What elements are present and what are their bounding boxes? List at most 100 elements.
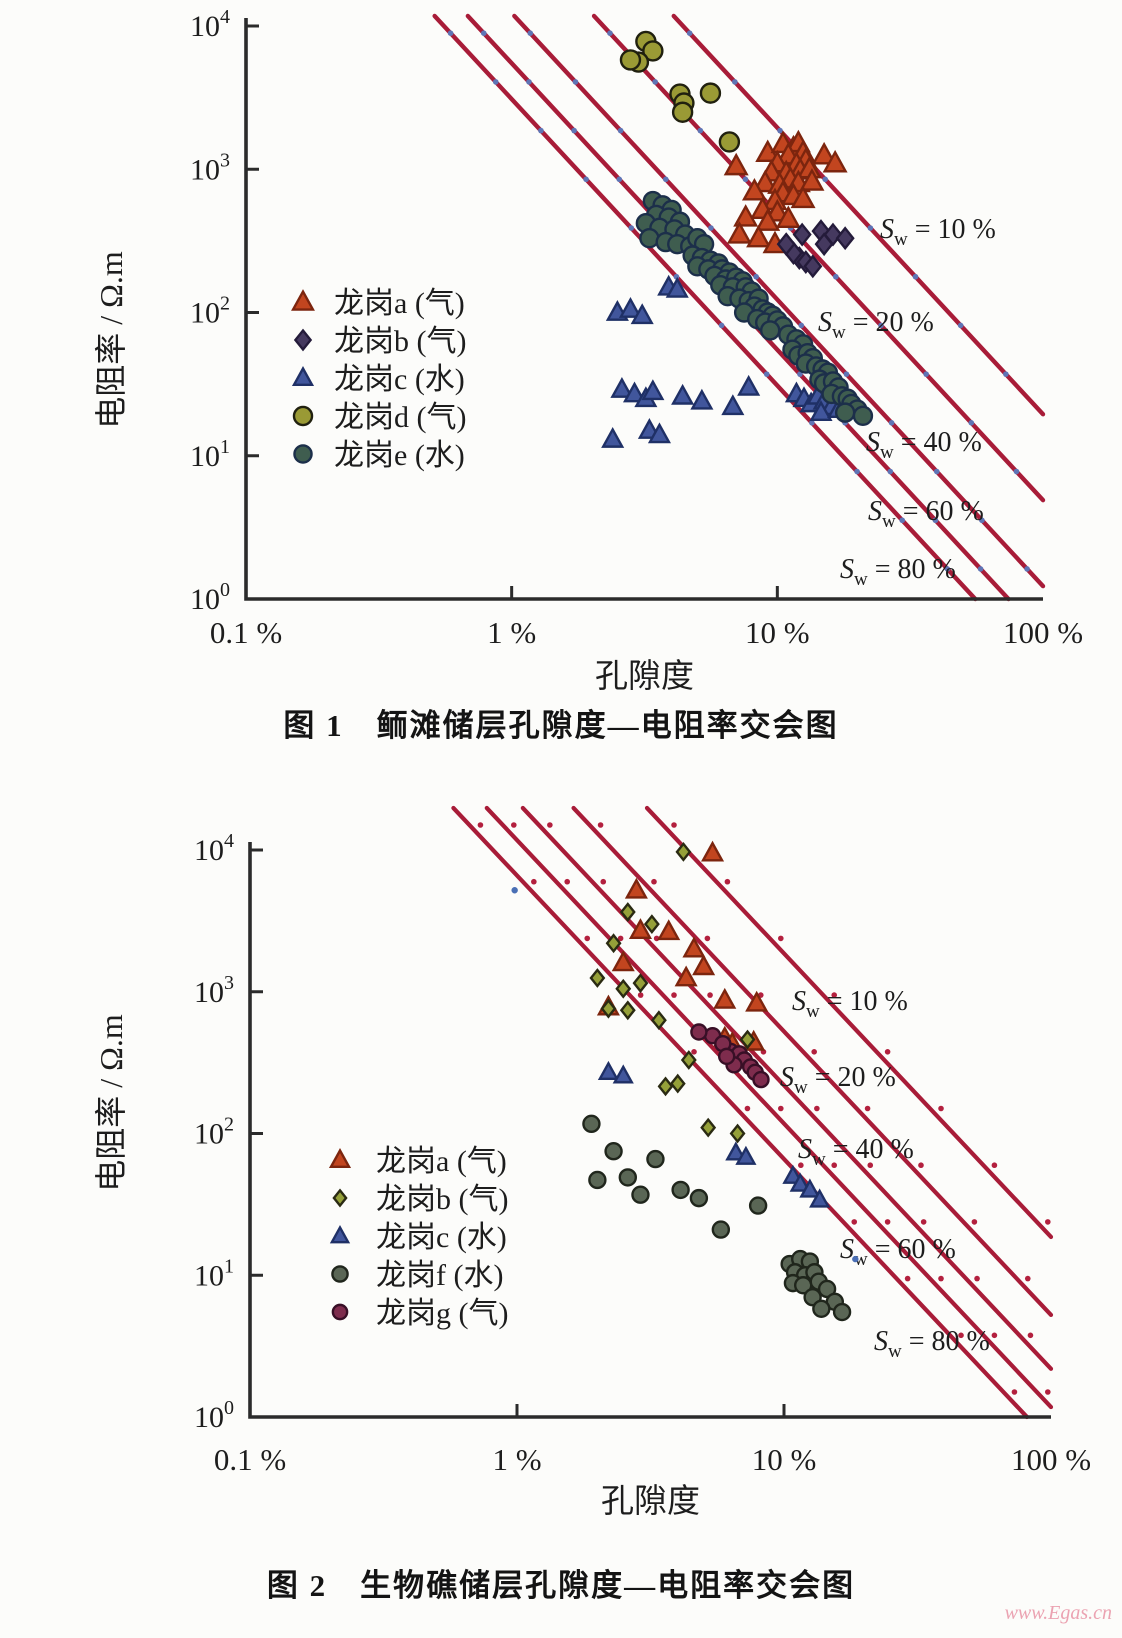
legend-label: 龙岗a (气) (334, 287, 465, 320)
data-point (799, 1178, 821, 1198)
legend-item-longgang-b: 龙岗b (气) (332, 1183, 508, 1216)
data-point (733, 204, 759, 227)
data-point (689, 1188, 709, 1208)
data-point (717, 1047, 736, 1066)
line-marker-dot (583, 176, 589, 183)
line-marker-dot (671, 992, 677, 998)
legend-item-longgang-e: 龙岗e (水) (293, 439, 465, 472)
line-marker-dot (531, 878, 537, 885)
data-point (604, 1142, 623, 1161)
line-marker-dot (798, 1162, 804, 1169)
figure-2-series-longgang-c (597, 1060, 831, 1208)
data-point (809, 1188, 831, 1208)
data-point (671, 101, 694, 123)
data-point (618, 296, 642, 318)
line-marker-dot (628, 225, 635, 231)
figure-1-series-longgang-b (776, 219, 855, 279)
line-marker-dot (923, 371, 929, 377)
figure-2-series-longgang-f (582, 1114, 852, 1322)
line-marker-dot (912, 273, 919, 280)
line-marker-dot (527, 30, 534, 36)
data-point (814, 232, 834, 257)
data-point (741, 177, 767, 201)
data-point (612, 1064, 634, 1084)
data-point (790, 185, 816, 209)
line-marker-dot (958, 1332, 964, 1339)
data-point (735, 1145, 757, 1165)
line-marker-dot (968, 420, 975, 426)
sw-label-40: Sw = 40 % (798, 1134, 914, 1170)
line-marker-dot (944, 566, 951, 572)
data-point (628, 918, 652, 940)
line-marker-dot (480, 30, 487, 36)
data-point (332, 1188, 348, 1208)
figure-2-y-axis-title: 电阻率 / Ω.m (93, 1014, 129, 1192)
data-point (674, 965, 698, 987)
line-marker-dot (572, 79, 579, 85)
data-point (748, 1196, 768, 1215)
data-point (759, 320, 781, 341)
legend-label: 龙岗d (气) (334, 401, 466, 434)
data-point (619, 902, 636, 922)
sw-line-80 (451, 805, 1030, 1420)
data-point (331, 1303, 349, 1321)
data-point (776, 232, 796, 257)
sw-label-20: Sw = 20 % (780, 1062, 896, 1098)
data-point (622, 381, 647, 403)
line-marker-dot (616, 176, 623, 183)
sw-label-10: Sw = 10 % (792, 986, 908, 1022)
figure-2-axes: 104 103 102 101 100 0.1 % 1 % 10 % 100 % (194, 830, 1091, 1477)
data-point (291, 366, 315, 387)
data-point (615, 978, 632, 999)
data-point (665, 276, 689, 298)
sw-label-80: Sw = 80 % (874, 1326, 990, 1362)
line-marker-dot (991, 1332, 998, 1339)
figure-2-stray-dots (511, 887, 859, 1263)
line-marker-dot (742, 176, 749, 183)
line-marker-dot (744, 1105, 751, 1112)
y-tick-label: 104 (194, 830, 234, 867)
legend-label: 龙岗e (水) (334, 439, 465, 472)
line-marker-dot (538, 127, 544, 134)
data-point (293, 328, 313, 352)
line-marker-dot (1024, 1275, 1031, 1282)
sw-line-10 (644, 805, 1054, 1240)
figure-2-series-longgang-b (589, 841, 756, 1144)
watermark: www.Egas.cn (1004, 1602, 1112, 1624)
line-marker-dot (887, 468, 894, 475)
figure-1-y-axis-title: 电阻率 / Ω.m (93, 251, 129, 429)
data-point (601, 426, 625, 448)
line-marker-dot (708, 225, 714, 231)
data-point (631, 1185, 650, 1204)
figure-2-sw-lines (451, 805, 1054, 1420)
x-tick-label: 10 % (752, 1442, 817, 1477)
line-marker-dot (833, 273, 839, 280)
figure-2-legend: 龙岗a (气) 龙岗b (气) 龙岗c (水) 龙岗f (水) 龙岗g (气) (328, 1145, 508, 1330)
line-marker-dot (686, 30, 693, 36)
y-tick-label: 103 (190, 149, 230, 186)
sw-label-60: Sw = 60 % (868, 496, 984, 532)
data-point (775, 205, 801, 229)
data-point (669, 1073, 686, 1094)
line-marker-dot (918, 1162, 924, 1169)
x-tick-label: 100 % (1011, 1442, 1091, 1477)
data-point (852, 405, 874, 427)
sw-label-60: Sw = 60 % (840, 1234, 956, 1270)
figure-1: Sw = 10 % Sw = 20 % Sw = 40 % Sw = 60 % Sw =… (93, 6, 1083, 695)
sw-label-80: Sw = 80 % (840, 554, 956, 590)
line-marker-dot (718, 322, 725, 329)
sw-label-40: Sw = 40 % (866, 427, 982, 463)
y-tick-label: 103 (194, 972, 234, 1009)
line-marker-dot (938, 1275, 944, 1282)
data-point (630, 303, 654, 325)
data-point (812, 1299, 831, 1318)
line-marker-dot (492, 79, 499, 85)
y-tick-label: 101 (190, 436, 230, 473)
data-point (700, 1117, 717, 1138)
data-point (811, 141, 837, 165)
figure-2-series-longgang-a (596, 840, 769, 1053)
legend-label: 龙岗c (水) (376, 1221, 507, 1254)
data-point (792, 222, 812, 247)
sw-line-60 (484, 805, 1054, 1410)
